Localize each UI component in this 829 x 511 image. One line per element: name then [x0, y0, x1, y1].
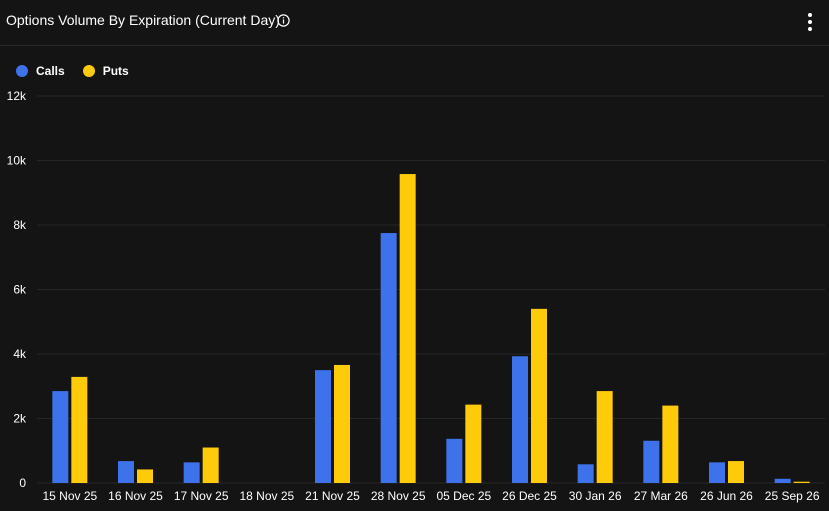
y-tick-label: 4k — [13, 347, 27, 361]
bar-calls[interactable] — [315, 370, 331, 483]
y-tick-label: 10k — [7, 154, 27, 168]
x-tick-label: 16 Nov 25 — [108, 489, 163, 503]
y-tick-label: 8k — [13, 218, 27, 232]
x-tick-label: 15 Nov 25 — [42, 489, 97, 503]
bar-calls[interactable] — [183, 462, 200, 483]
bar-puts[interactable] — [137, 469, 153, 483]
bar-calls[interactable] — [446, 438, 463, 483]
bar-puts[interactable] — [531, 308, 547, 483]
legend-swatch-puts — [82, 65, 95, 77]
info-circle-icon[interactable] — [277, 14, 290, 27]
bar-calls[interactable] — [52, 391, 69, 483]
x-tick-label: 30 Jan 26 — [569, 489, 622, 503]
bar-calls[interactable] — [709, 462, 725, 483]
bar-puts[interactable] — [71, 376, 88, 483]
y-tick-label: 6k — [13, 283, 27, 297]
legend-swatch-calls — [16, 65, 28, 77]
x-tick-label: 28 Nov 25 — [371, 489, 426, 503]
bar-calls[interactable] — [118, 461, 134, 483]
x-tick-label: 21 Nov 25 — [305, 489, 360, 503]
chart-title: Options Volume By Expiration (Current Da… — [6, 12, 280, 28]
y-tick-label: 2k — [13, 412, 27, 426]
bar-calls[interactable] — [577, 464, 594, 483]
y-tick-label: 0 — [19, 476, 26, 490]
bar-puts[interactable] — [728, 461, 744, 483]
chart-header: Options Volume By Expiration (Current Da… — [0, 0, 829, 46]
x-tick-label: 05 Dec 25 — [436, 489, 491, 503]
bar-puts[interactable] — [662, 405, 679, 483]
x-tick-label: 25 Sep 26 — [765, 489, 820, 503]
vertical-dots-icon[interactable] — [800, 10, 820, 34]
legend-item-calls[interactable]: Calls — [16, 64, 65, 78]
bar-calls[interactable] — [643, 440, 660, 483]
bar-calls[interactable] — [380, 233, 397, 483]
x-tick-label: 26 Jun 26 — [700, 489, 753, 503]
bar-puts[interactable] — [202, 447, 219, 483]
legend-item-puts[interactable]: Puts — [82, 64, 129, 78]
bar-puts[interactable] — [793, 481, 810, 483]
x-tick-label: 26 Dec 25 — [502, 489, 557, 503]
legend-label-puts: Puts — [102, 64, 129, 78]
bar-puts[interactable] — [465, 404, 482, 483]
legend-label-calls: Calls — [36, 64, 65, 78]
x-tick-label: 17 Nov 25 — [174, 489, 229, 503]
bar-puts[interactable] — [596, 391, 613, 483]
bar-puts[interactable] — [399, 174, 416, 484]
chart-legend: Calls Puts — [16, 63, 147, 79]
bar-calls[interactable] — [774, 478, 791, 483]
bar-calls[interactable] — [512, 356, 528, 483]
x-tick-label: 18 Nov 25 — [239, 489, 294, 503]
x-tick-label: 27 Mar 26 — [634, 489, 688, 503]
bar-puts[interactable] — [334, 364, 350, 483]
y-tick-label: 12k — [7, 89, 27, 103]
